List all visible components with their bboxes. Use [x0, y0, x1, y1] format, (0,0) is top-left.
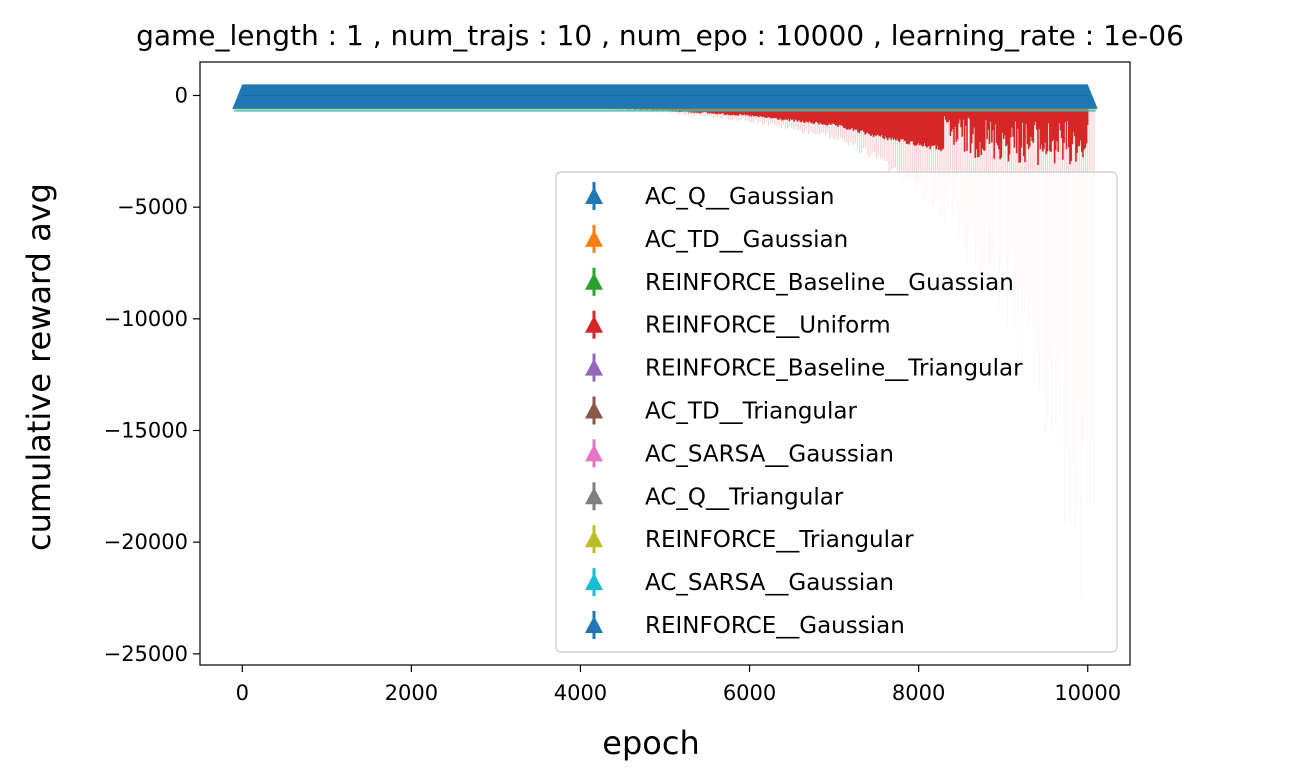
gaussian-error-band — [232, 84, 1098, 109]
x-tick-label: 10000 — [1054, 681, 1121, 705]
legend-label: AC_Q__Triangular — [645, 484, 844, 510]
legend-item: REINFORCE_Baseline__Guassian — [585, 267, 1014, 296]
legend-label: AC_SARSA__Gaussian — [645, 441, 894, 467]
legend-item: AC_Q__Gaussian — [585, 182, 835, 210]
x-tick-label: 2000 — [385, 681, 438, 705]
legend-label: REINFORCE_Baseline__Triangular — [645, 356, 1023, 382]
other-series-strip — [234, 107, 1096, 111]
other-series-strip-2 — [234, 109, 1096, 112]
x-tick-label: 6000 — [723, 681, 776, 705]
x-axis: 0 2000 4000 6000 8000 10000 — [236, 665, 1121, 705]
legend-item: AC_TD__Gaussian — [585, 224, 848, 253]
legend-label: AC_TD__Gaussian — [645, 227, 848, 253]
y-axis-label: cumulative reward avg — [20, 183, 58, 551]
legend-triangle-marker — [585, 616, 603, 633]
legend-triangle-marker — [585, 573, 603, 591]
legend-item: AC_SARSA__Gaussian — [585, 439, 894, 468]
legend: AC_Q__Gaussian AC_TD__Gaussian REINFORCE_B… — [555, 171, 1118, 653]
legend-item: REINFORCE_Baseline__Triangular — [585, 353, 1023, 382]
chart-title-group: game_length : 1 , num_trajs : 10 , num_e… — [136, 19, 1184, 52]
x-tick-label: 0 — [236, 681, 249, 705]
legend-triangle-marker — [585, 444, 603, 462]
y-tick-label: −10000 — [104, 307, 188, 331]
plot-frame — [199, 61, 1131, 666]
legend-label: AC_TD__Triangular — [645, 399, 857, 425]
legend-item: AC_SARSA__Gaussian — [585, 568, 894, 597]
legend-label: REINFORCE_Baseline__Guassian — [645, 270, 1014, 296]
legend-item: REINFORCE__Triangular — [585, 525, 914, 554]
y-axis: 0 −5000 −10000 −15000 −20000 −25000 — [104, 84, 200, 666]
legend-item: REINFORCE__Gaussian — [585, 611, 905, 639]
legend-triangle-marker — [585, 487, 603, 505]
chart-title: game_length : 1 , num_trajs : 10 , num_e… — [136, 19, 1184, 52]
legend-box — [555, 171, 1118, 653]
y-tick-label: −15000 — [104, 419, 188, 443]
legend-label: REINFORCE__Gaussian — [645, 613, 905, 639]
legend-label: AC_Q__Gaussian — [645, 184, 835, 210]
y-tick-label: −20000 — [104, 530, 188, 554]
legend-triangle-marker — [585, 401, 603, 419]
x-tick-label: 4000 — [554, 681, 607, 705]
legend-triangle-marker — [585, 229, 603, 247]
legend-label: REINFORCE__Triangular — [645, 527, 914, 553]
legend-triangle-marker — [585, 530, 603, 548]
legend-label: AC_SARSA__Gaussian — [645, 570, 894, 596]
legend-triangle-marker — [585, 187, 603, 204]
legend-item: AC_TD__Triangular — [585, 396, 857, 425]
x-tick-label: 8000 — [892, 681, 945, 705]
legend-label: REINFORCE__Uniform — [645, 313, 891, 339]
x-axis-label: epoch — [602, 724, 699, 762]
y-tick-label: −25000 — [104, 642, 188, 666]
legend-triangle-marker — [585, 315, 603, 333]
legend-item: AC_Q__Triangular — [585, 482, 844, 511]
legend-triangle-marker — [585, 272, 603, 290]
legend-item: REINFORCE__Uniform — [585, 310, 891, 339]
y-tick-label: 0 — [175, 84, 188, 108]
y-tick-label: −5000 — [117, 195, 188, 219]
legend-triangle-marker — [585, 358, 603, 376]
